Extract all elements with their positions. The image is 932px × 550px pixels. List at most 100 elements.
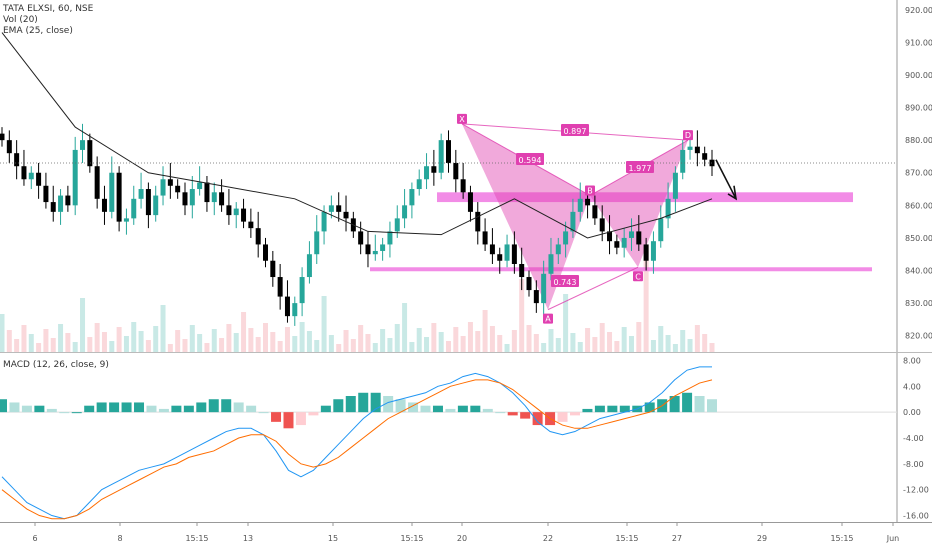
macd-histogram-bar (619, 405, 630, 413)
volume-bar (116, 327, 122, 352)
candle-body (665, 198, 671, 219)
volume-bar (541, 343, 547, 352)
candle-body (387, 231, 393, 245)
volume-bar (233, 333, 239, 352)
volume-bar (314, 340, 320, 352)
macd-tick-label: 4.00 (903, 382, 921, 391)
candle-body (255, 228, 261, 245)
candle-body (219, 192, 225, 206)
candle-body (233, 208, 239, 216)
macd-histogram-bar (644, 402, 655, 413)
candle-body (28, 172, 34, 180)
volume-bar (548, 329, 554, 352)
macd-histogram-bar (171, 405, 182, 413)
pattern-point-marker (683, 130, 693, 141)
macd-histogram-bar (84, 405, 95, 413)
volume-bar (211, 329, 217, 352)
candle-body (445, 140, 451, 163)
macd-histogram-bar (295, 412, 306, 426)
candle-body (365, 244, 371, 255)
price-tick-label: 860.00 (905, 201, 932, 210)
price-tick-label: 900.00 (905, 71, 932, 80)
volume-bar (255, 337, 261, 352)
time-tick-label: 15:15 (185, 534, 208, 543)
macd-histogram-bar (183, 405, 194, 413)
candle-body (614, 241, 620, 248)
macd-histogram-bar (71, 412, 82, 414)
volume-bar (570, 333, 576, 352)
candle-body (109, 172, 115, 212)
candle-body (702, 153, 708, 160)
ratio-label: 0.594 (519, 156, 542, 165)
candle-body (402, 205, 408, 219)
candle-body (131, 198, 137, 219)
volume-bar (248, 328, 254, 352)
candle-body (314, 231, 320, 255)
candle-body (321, 211, 327, 232)
candle-body (358, 231, 364, 245)
macd-histogram-bar (482, 408, 493, 413)
ratio-label: 0.897 (564, 127, 587, 136)
volume-bar (65, 333, 71, 352)
candle-body (380, 244, 386, 251)
ratio-box (561, 124, 589, 136)
volume-bar (694, 325, 700, 352)
ratio-box (551, 275, 579, 287)
candle-body (548, 254, 554, 274)
pattern-point-marker (633, 271, 643, 282)
macd-histogram-bar (96, 402, 107, 413)
pattern-point-marker (585, 185, 595, 196)
candle-body (489, 244, 495, 255)
candle-body (563, 231, 569, 245)
macd-histogram-bar (109, 402, 120, 413)
macd-histogram-bar (470, 405, 481, 413)
candle-body (658, 218, 664, 242)
volume-bar (511, 330, 517, 352)
candle-body (628, 231, 634, 238)
volume-bar (87, 337, 93, 352)
time-tick-label: 20 (457, 534, 467, 543)
price-tick-label: 920.00 (905, 6, 932, 15)
macd-histogram-bar (532, 412, 543, 426)
volume-bar (497, 335, 503, 352)
macd-histogram-bar (682, 392, 693, 413)
macd-histogram-bar (669, 396, 680, 413)
candle-body (475, 211, 481, 232)
macd-histogram-bar (308, 412, 319, 416)
ratio-label: 0.743 (554, 278, 577, 287)
time-tick-label: 22 (543, 534, 553, 543)
candle-body (570, 211, 576, 232)
volume-bar (526, 325, 532, 352)
candle-body (541, 273, 547, 304)
volume-bar (460, 336, 466, 352)
volume-bar (453, 327, 459, 352)
volume-bar (167, 344, 173, 352)
volume-bar (658, 326, 664, 352)
candle-body (431, 166, 437, 173)
macd-tick-label: 8.00 (903, 356, 921, 365)
volume-bar (680, 330, 686, 352)
candle-body (299, 277, 305, 304)
volume-bar (475, 331, 481, 352)
volume-bar (306, 331, 312, 352)
volume-bar (519, 279, 525, 352)
macd-histogram-bar (9, 402, 20, 413)
volume-bar (709, 343, 715, 352)
macd-histogram-bar (246, 405, 257, 413)
price-tick-label: 880.00 (905, 136, 932, 145)
candle-body (292, 303, 298, 317)
candle-body (94, 166, 100, 199)
candle-body (50, 202, 56, 212)
macd-histogram-bar (233, 402, 244, 413)
candle-body (14, 153, 20, 167)
candle-body (306, 254, 312, 278)
candle-body (138, 189, 144, 199)
macd-legend: MACD (12, 26, close, 9) (3, 360, 109, 370)
volume-bar (189, 325, 195, 352)
volume-bar (650, 340, 656, 352)
price-tick-label: 840.00 (905, 267, 932, 276)
volume-bar (533, 334, 539, 352)
price-tick-label: 910.00 (905, 38, 932, 47)
volume-bar (6, 330, 12, 352)
